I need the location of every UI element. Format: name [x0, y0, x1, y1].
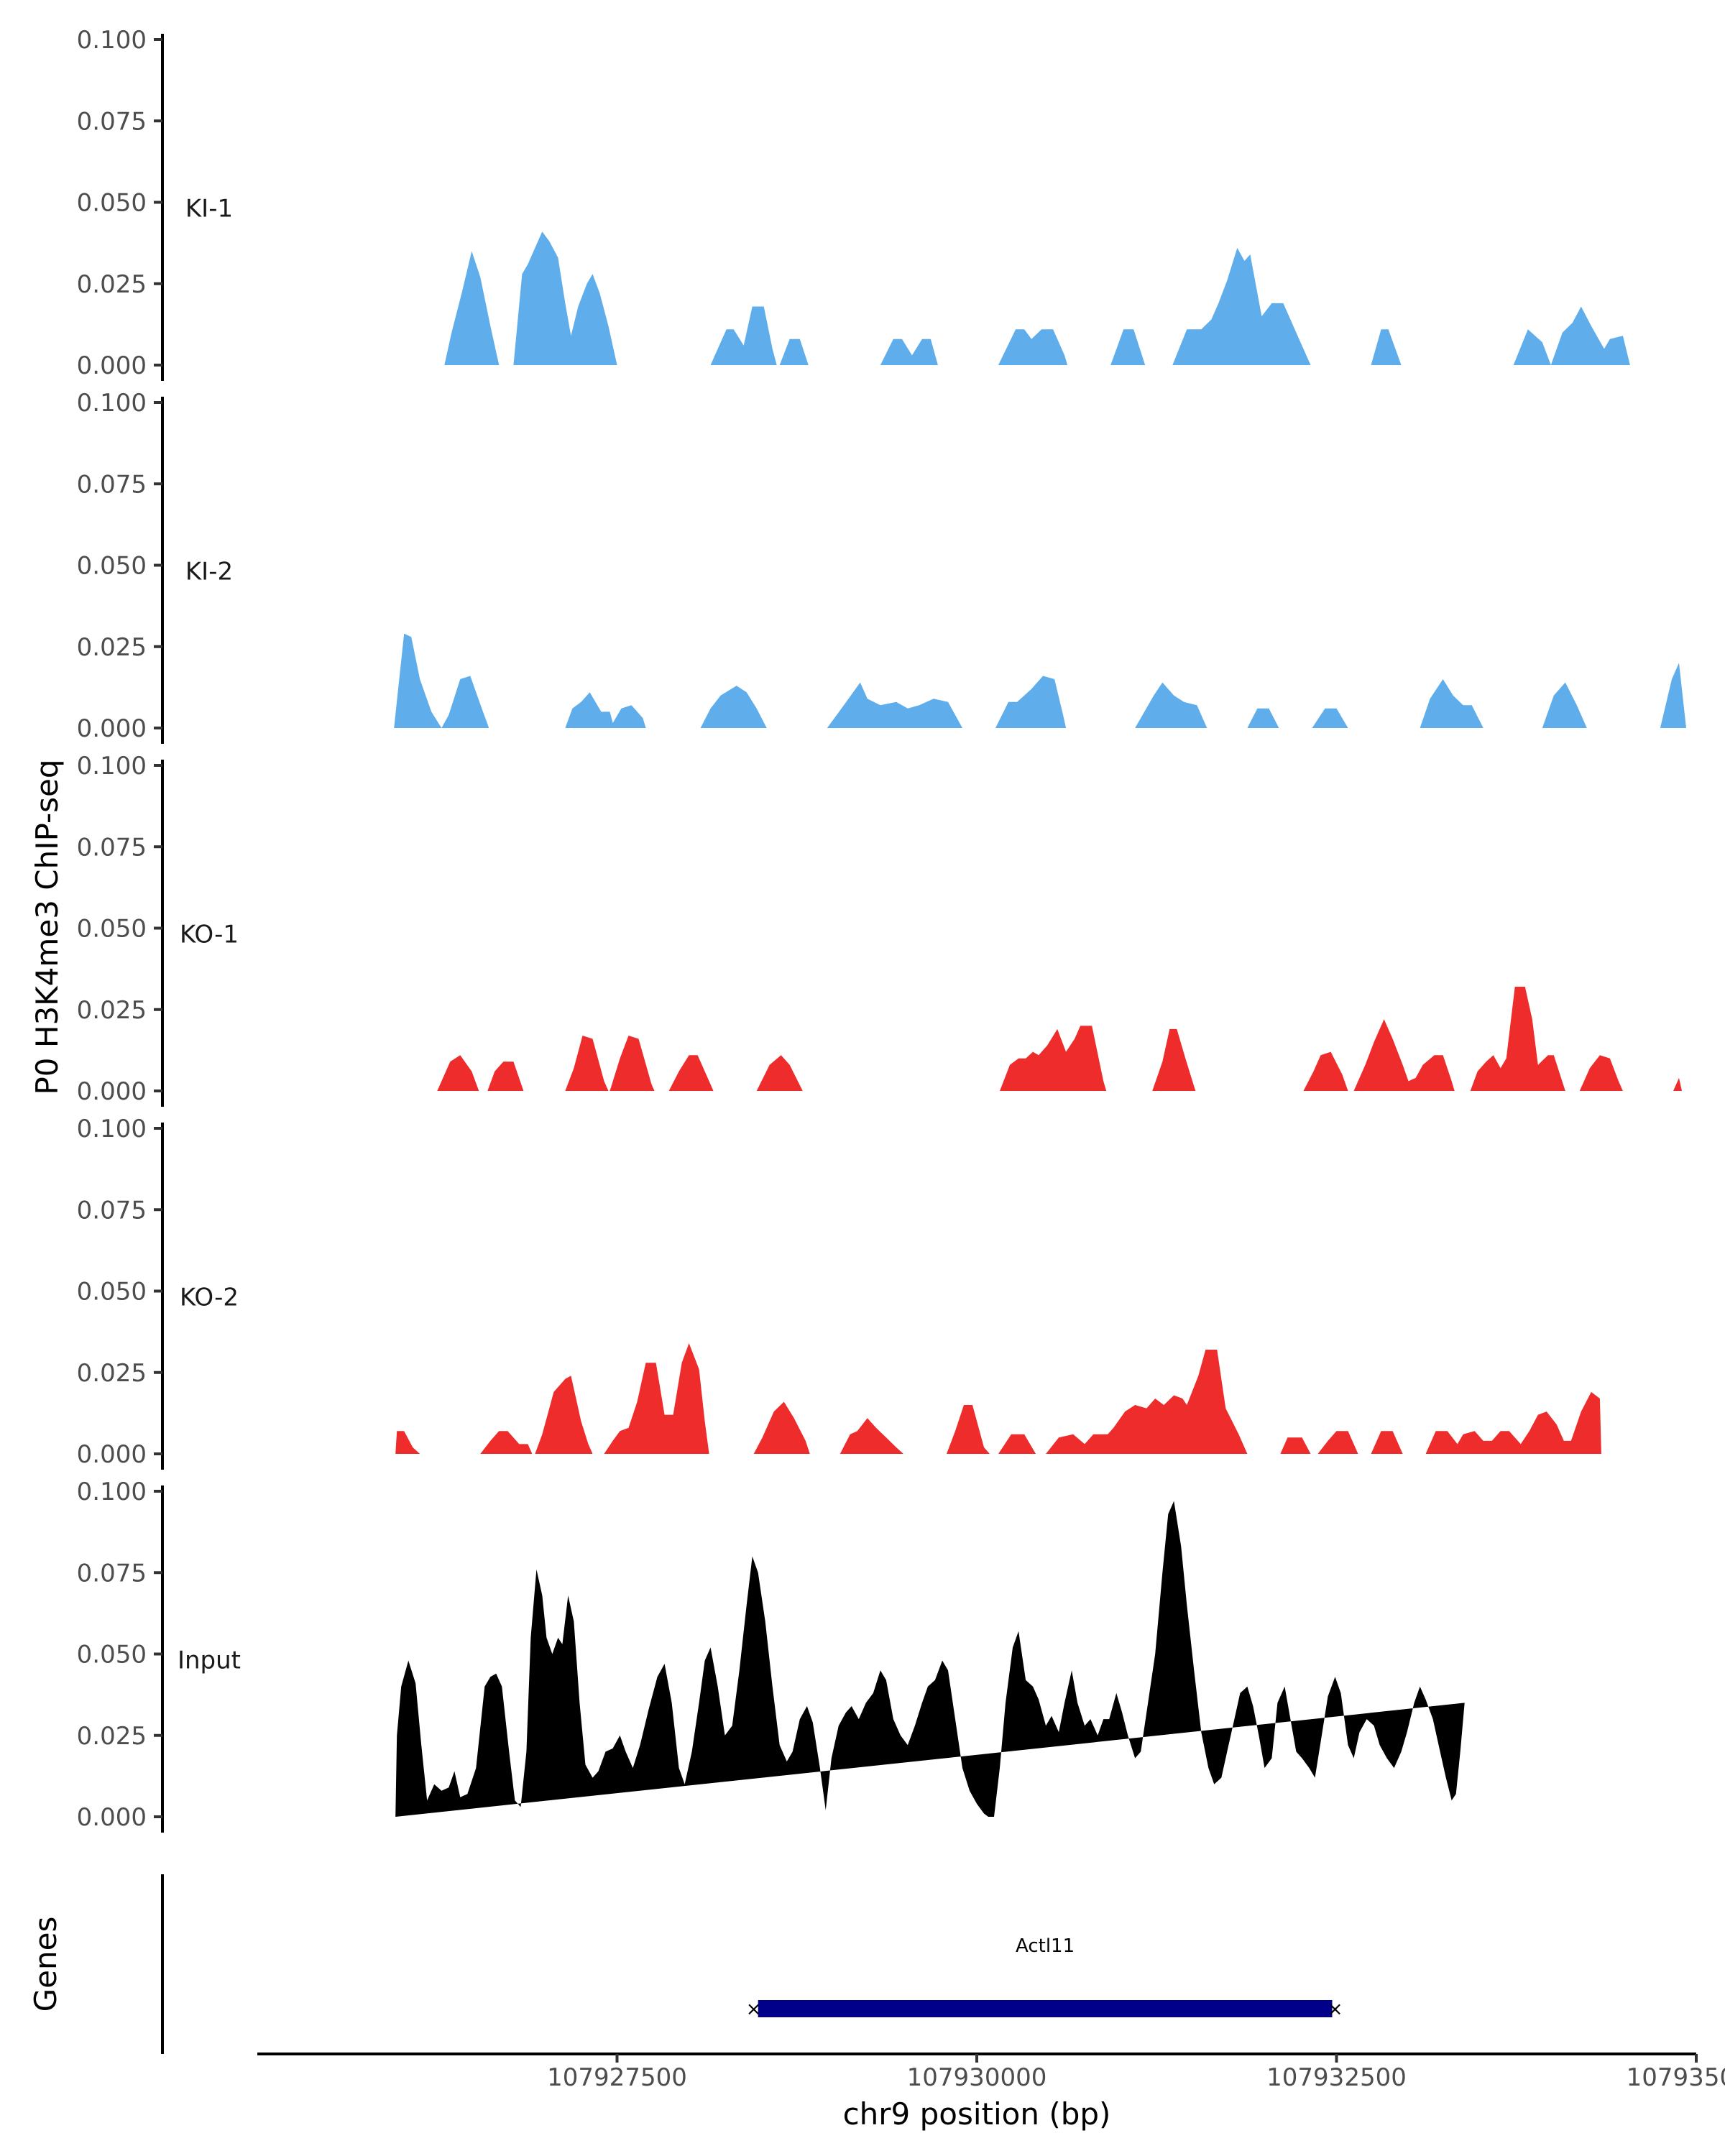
- y-tick-label: 0.050: [77, 189, 147, 218]
- y-tick-label: 0.000: [77, 1440, 147, 1469]
- coverage-tracks: 0.0000.0250.0500.0750.100KI-10.0000.0250…: [77, 26, 1687, 1833]
- y-tick-label: 0.100: [77, 1115, 147, 1143]
- y-tick-label: 0.100: [77, 389, 147, 418]
- x-tick-label: 107932500: [1266, 2063, 1407, 2092]
- track-label: KI-2: [185, 558, 233, 586]
- track-ko-2: 0.000 0.025 0.050 0.075 0.100 KO-2: [77, 1115, 1601, 1470]
- x-axis-title: chr9 position (bp): [843, 2096, 1111, 2132]
- x-axis: chr9 position (bp) 107927500 107930000 107…: [257, 2053, 1725, 2132]
- coverage-area: [395, 1501, 1465, 1817]
- y-tick-label: 0.050: [77, 1641, 147, 1669]
- y-tick-label: 0.025: [77, 996, 147, 1025]
- track-label: KO-1: [180, 921, 239, 949]
- y-tick-label: 0.075: [77, 107, 147, 136]
- x-tick-label: 107930000: [907, 2063, 1047, 2092]
- gene-track: Genes Actl11 × ×: [28, 1874, 1343, 2054]
- y-tick-label: 0.100: [77, 26, 147, 55]
- y-tick-label: 0.100: [77, 1478, 147, 1506]
- y-tick-label: 0.000: [77, 1077, 147, 1106]
- y-tick-label: 0.075: [77, 833, 147, 862]
- coverage-area: [437, 987, 1682, 1091]
- track-label: KO-2: [180, 1284, 239, 1312]
- y-tick-label: 0.075: [77, 1196, 147, 1225]
- track-label: Input: [178, 1646, 241, 1675]
- gene-strand-marker: ×: [746, 1999, 762, 2020]
- gene-track-label: Genes: [28, 1917, 63, 2012]
- y-tick-label: 0.000: [77, 351, 147, 380]
- y-axis-title: P0 H3K4me3 ChIP-seq: [29, 759, 65, 1095]
- gene-body: [758, 2000, 1333, 2017]
- gene-strand-marker: ×: [1328, 1999, 1343, 2020]
- track-ko-1: 0.000 0.025 0.050 0.075 0.100 KO-1: [77, 752, 1682, 1107]
- track-label: KI-1: [185, 195, 233, 224]
- x-tick-label: 107935000: [1627, 2063, 1725, 2092]
- track-input: 0.000 0.025 0.050 0.075 0.100 Input: [77, 1478, 1465, 1833]
- y-tick-label: 0.000: [77, 714, 147, 743]
- y-tick-label: 0.000: [77, 1803, 147, 1832]
- track-ki-2: 0.000 0.025 0.050 0.075 0.100 KI-2: [77, 389, 1687, 744]
- y-tick-label: 0.100: [77, 752, 147, 780]
- y-tick-label: 0.025: [77, 1359, 147, 1388]
- gene-name-label: Actl11: [1016, 1935, 1075, 1957]
- coverage-area: [394, 633, 1687, 728]
- y-tick-label: 0.050: [77, 915, 147, 944]
- track-ki-1: 0.000 0.025 0.050 0.075 0.100 KI-1: [77, 26, 1636, 381]
- coverage-area: [444, 231, 1636, 365]
- coverage-area: [395, 1343, 1601, 1454]
- x-tick-label: 107927500: [547, 2063, 687, 2092]
- y-tick-label: 0.025: [77, 270, 147, 299]
- y-tick-label: 0.050: [77, 552, 147, 581]
- y-tick-label: 0.050: [77, 1278, 147, 1307]
- y-tick-label: 0.075: [77, 1559, 147, 1588]
- y-tick-label: 0.075: [77, 470, 147, 499]
- y-tick-label: 0.025: [77, 1722, 147, 1751]
- y-tick-label: 0.025: [77, 633, 147, 662]
